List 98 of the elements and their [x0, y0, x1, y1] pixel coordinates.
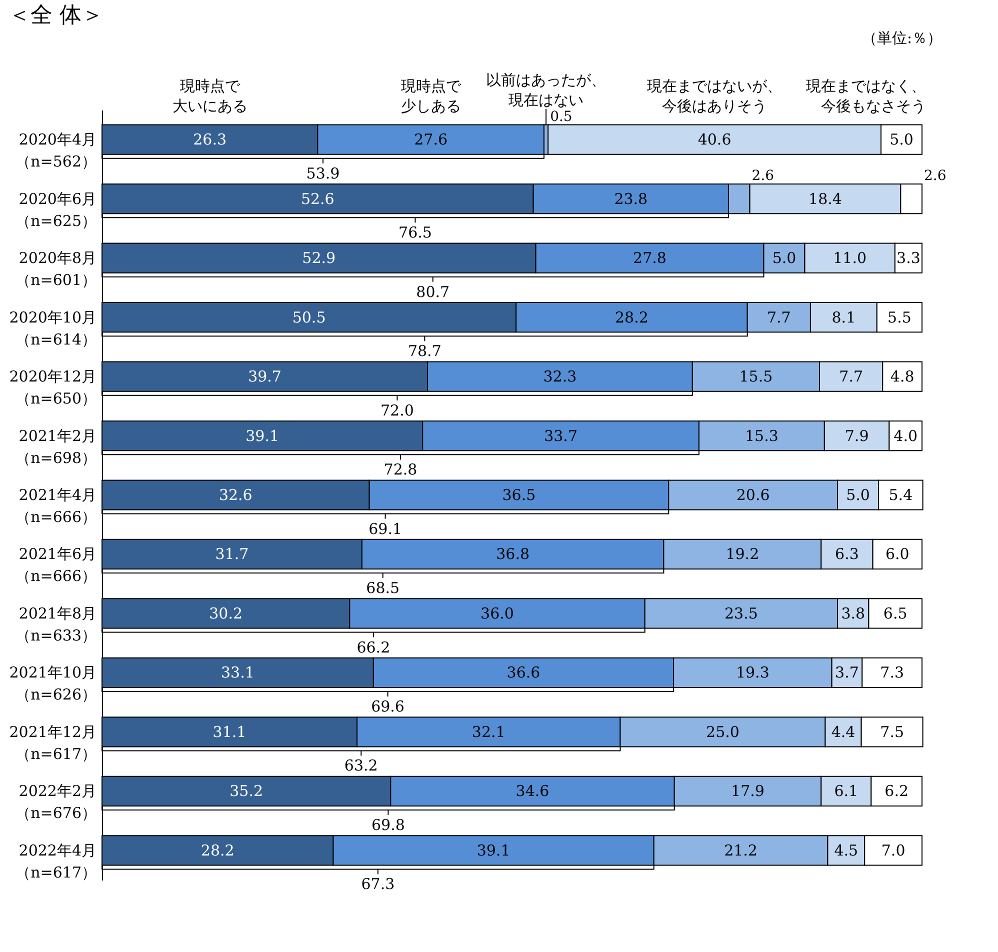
data-label: 19.2 [726, 545, 760, 564]
data-label: 5.0 [846, 486, 870, 504]
data-label: 15.5 [739, 368, 773, 386]
data-label: 7.9 [844, 426, 869, 445]
y-tick-label: 2020年12月（n=650） [9, 368, 96, 408]
series-label: 現時点で少しある [400, 77, 462, 115]
data-label: 17.9 [731, 782, 764, 800]
data-label: 4.8 [890, 368, 914, 386]
data-label: 36.5 [502, 486, 536, 504]
data-label: 21.2 [724, 841, 758, 860]
y-tick-label: 2021年6月（n=666） [16, 545, 96, 586]
annotation: 68.5 [366, 579, 400, 598]
y-tick-label: 2020年10月（n=614） [9, 308, 96, 348]
data-label: 32.6 [218, 486, 252, 504]
y-tick-label: 2022年4月（n=617） [16, 841, 96, 882]
data-label: 36.6 [506, 664, 540, 682]
data-label: 36.8 [496, 545, 530, 564]
data-label: 32.1 [472, 722, 506, 741]
annotation: 69.1 [368, 520, 402, 538]
data-label: 19.3 [736, 664, 770, 682]
text: 以前はあったが、現在はない [486, 71, 606, 109]
data-label: 34.6 [516, 782, 550, 800]
annotation: 66.2 [356, 638, 390, 656]
y-tick-label: 2021年12月（n=617） [9, 722, 96, 763]
data-label: 4.0 [894, 426, 918, 445]
data-label: 39.1 [476, 841, 510, 860]
series-label: 現在まではないが、今後はありそう [647, 77, 782, 115]
annotation: 69.8 [371, 816, 405, 834]
data-label: 8.1 [832, 308, 856, 326]
data-label: 6.3 [835, 545, 859, 564]
data-label: 7.0 [881, 841, 906, 860]
data-label: 20.6 [736, 486, 770, 504]
data-label: 26.3 [193, 130, 227, 149]
y-tick-label: 2020年8月（n=601） [16, 249, 96, 290]
data-label: 7.7 [839, 368, 863, 386]
data-label: 31.7 [215, 545, 249, 564]
y-tick-label: 2021年4月（n=666） [16, 486, 96, 526]
data-label: 6.2 [884, 782, 909, 800]
data-label: 23.8 [614, 190, 648, 208]
data-label: 52.9 [302, 249, 336, 268]
data-label: 4.5 [834, 841, 858, 860]
data-label: 15.3 [744, 426, 778, 445]
annotation: 67.3 [361, 875, 395, 894]
data-label: 5.4 [888, 486, 913, 504]
annotation: 72.8 [384, 460, 418, 479]
data-label: 7.7 [766, 308, 791, 326]
data-label: 0.5 [550, 108, 572, 125]
data-label: 28.2 [615, 308, 648, 326]
annotation: 53.9 [306, 164, 340, 182]
data-label: 6.5 [883, 604, 908, 622]
data-label: 30.2 [209, 604, 243, 622]
y-tick-label: 2020年4月（n=562） [16, 130, 96, 171]
data-label: 27.8 [633, 249, 666, 268]
data-label: 25.0 [706, 722, 740, 741]
text: （単位:％） [862, 29, 942, 47]
data-label: 23.5 [724, 604, 758, 622]
annotation: 69.6 [371, 698, 404, 716]
data-label: 40.6 [698, 130, 732, 149]
data-label: 6.1 [834, 782, 858, 800]
data-label: 32.3 [543, 368, 577, 386]
data-label: 33.7 [544, 426, 578, 445]
y-tick-label: 2022年2月（n=676） [16, 782, 96, 822]
data-label: 4.4 [831, 722, 856, 741]
data-label: 11.0 [833, 249, 867, 268]
data-label: 5.5 [888, 308, 912, 326]
series-label: 現在まではなく、今後もなさそう [806, 77, 926, 115]
data-label: 6.0 [885, 545, 910, 564]
y-tick-label: 2021年10月（n=626） [9, 664, 96, 704]
data-label: 7.5 [880, 722, 904, 741]
data-label: 27.6 [414, 130, 448, 149]
annotation: 63.2 [344, 756, 378, 775]
data-label: 5.0 [772, 249, 796, 268]
data-label: 31.1 [212, 722, 246, 741]
data-label: 2.6 [924, 168, 946, 184]
annotation: 76.5 [398, 224, 432, 242]
y-tick-label: 2021年8月（n=633） [16, 604, 96, 644]
annotation: 80.7 [416, 282, 450, 301]
data-label: 3.3 [896, 249, 920, 268]
data-label: 39.7 [248, 368, 282, 386]
data-label: 28.2 [200, 841, 234, 860]
data-label: 3.7 [835, 664, 859, 682]
annotation: 78.7 [408, 342, 442, 360]
data-label: 39.1 [246, 426, 280, 445]
y-tick-label: 2020年6月（n=625） [16, 190, 96, 230]
chart-title: ＜全 体＞ [8, 3, 104, 28]
data-label: 33.1 [221, 664, 254, 682]
data-label: 2.6 [752, 168, 774, 184]
data-label: 50.5 [292, 308, 326, 326]
data-label: 3.8 [841, 604, 866, 622]
annotation: 72.0 [380, 401, 414, 420]
series-label: 現時点で大いにある [172, 77, 248, 115]
data-label: 35.2 [230, 782, 264, 800]
y-tick-label: 2021年2月（n=698） [16, 426, 96, 467]
data-label: 7.3 [880, 664, 904, 682]
data-label: 18.4 [808, 190, 842, 208]
data-label: 36.0 [480, 604, 514, 622]
data-label: 5.0 [890, 130, 914, 149]
data-label: 52.6 [300, 190, 334, 208]
